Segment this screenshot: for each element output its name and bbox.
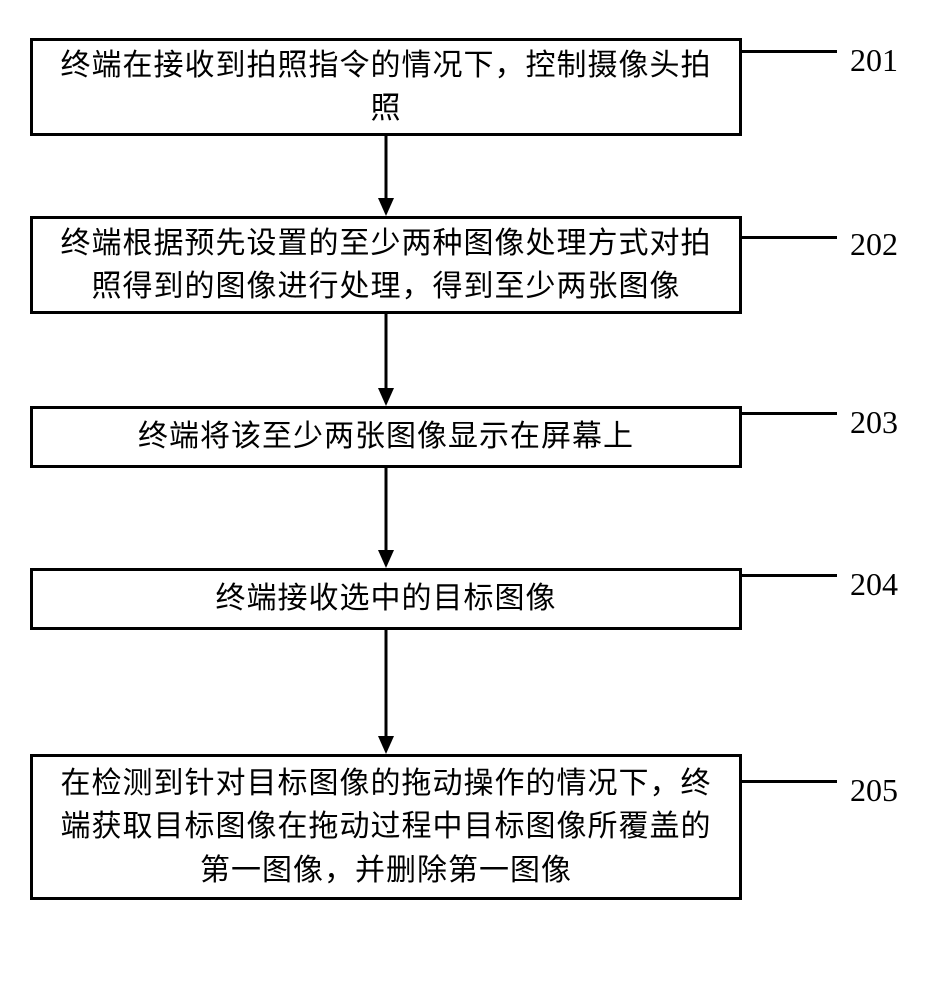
- step-text-202: 终端根据预先设置的至少两种图像处理方式对拍照得到的图像进行处理，得到至少两张图像: [53, 222, 719, 309]
- label-201: 201: [850, 42, 898, 79]
- arrow-4: [376, 630, 396, 756]
- step-box-204: 终端接收选中的目标图像: [30, 568, 742, 630]
- connector-202: [742, 236, 837, 239]
- arrow-1: [376, 136, 396, 218]
- connector-203: [742, 412, 837, 415]
- arrow-3: [376, 468, 396, 570]
- label-204: 204: [850, 566, 898, 603]
- step-box-203: 终端将该至少两张图像显示在屏幕上: [30, 406, 742, 468]
- label-202: 202: [850, 226, 898, 263]
- step-text-205: 在检测到针对目标图像的拖动操作的情况下，终端获取目标图像在拖动过程中目标图像所覆…: [53, 762, 719, 893]
- step-text-201: 终端在接收到拍照指令的情况下，控制摄像头拍照: [53, 44, 719, 131]
- step-text-203: 终端将该至少两张图像显示在屏幕上: [138, 415, 634, 459]
- step-box-202: 终端根据预先设置的至少两种图像处理方式对拍照得到的图像进行处理，得到至少两张图像: [30, 216, 742, 314]
- connector-201: [742, 50, 837, 53]
- label-205: 205: [850, 772, 898, 809]
- connector-205: [742, 780, 837, 783]
- arrow-2: [376, 314, 396, 408]
- connector-204: [742, 574, 837, 577]
- step-text-204: 终端接收选中的目标图像: [216, 577, 557, 621]
- step-box-205: 在检测到针对目标图像的拖动操作的情况下，终端获取目标图像在拖动过程中目标图像所覆…: [30, 754, 742, 900]
- step-box-201: 终端在接收到拍照指令的情况下，控制摄像头拍照: [30, 38, 742, 136]
- label-203: 203: [850, 404, 898, 441]
